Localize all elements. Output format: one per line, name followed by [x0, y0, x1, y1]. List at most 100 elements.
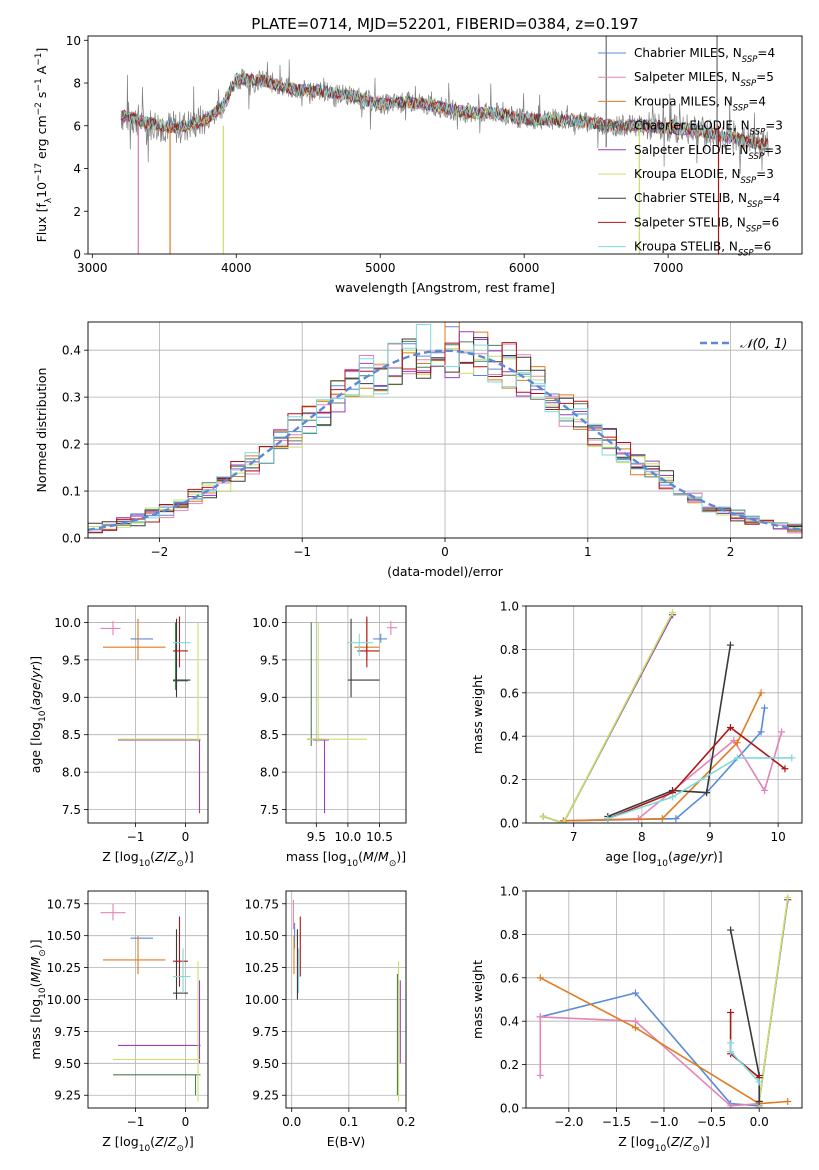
axes-frame	[87, 890, 209, 1109]
legend-label: Kroupa STELIB, NSSP=6	[634, 240, 771, 259]
y-tick-label: 0.2	[500, 1058, 519, 1072]
x-tick-label: 4000	[221, 261, 252, 275]
y-tick-label: 0.1	[62, 485, 81, 499]
weight-marker	[669, 793, 677, 801]
y-tick-label: 0.8	[500, 643, 519, 657]
weight-line	[729, 929, 760, 1102]
y-axis-label: mass [log10(M/M⊙)]	[28, 939, 48, 1059]
weight-line	[607, 757, 792, 820]
x-tick-label: 0.2	[396, 1115, 415, 1129]
y-tick-label: 10.00	[47, 993, 81, 1007]
weights-age-panel: 7 8 9 10 0.0 0.2 0.4 0.6 0.8 1.0 age [log10(age/yr…	[470, 600, 803, 869]
x-tick-label: −1	[127, 830, 145, 844]
x-axis-label: (data-model)/error	[387, 564, 504, 579]
x-tick-label: 8	[638, 830, 646, 844]
x-tick-label: 5000	[365, 261, 396, 275]
weight-line	[563, 692, 762, 822]
point-kroupa-miles	[103, 935, 166, 974]
y-tick-label: 4	[73, 162, 81, 176]
y-tick-label: 9.75	[54, 1025, 81, 1039]
x-tick-label: 0	[182, 830, 190, 844]
y-tick-label: 9.75	[252, 1025, 279, 1039]
legend-label: Salpeter MILES, NSSP=5	[634, 70, 774, 89]
point-kroupa-stelib	[173, 948, 191, 994]
weights-chabrier-miles	[536, 989, 763, 1108]
y-tick-label: 1.0	[500, 600, 519, 614]
mass-age-panel: 9.5 10.0 10.5 7.5 8.0 8.5 9.0 9.5 10.0 mass [log1…	[252, 605, 407, 869]
weight-line	[542, 614, 674, 823]
plot-area	[100, 616, 201, 814]
legend-label: Chabrier STELIB, NSSP=4	[634, 191, 780, 210]
weight-marker	[778, 728, 786, 736]
x-tick-label: 1	[584, 545, 592, 559]
weights-kroupa-stelib	[604, 754, 796, 823]
weight-marker	[788, 754, 796, 762]
weight-line	[729, 1042, 760, 1083]
point-salpeter-elodie	[313, 739, 329, 814]
point-salpeter-miles	[100, 620, 121, 636]
normal-reference-curve	[88, 349, 802, 531]
plot-area	[120, 36, 770, 254]
y-tick-label: 0.4	[500, 1015, 519, 1029]
weights-kroupa-elodie	[539, 609, 677, 823]
axes: −1 0 9.25 9.50 9.75 10.00 10.25 10.50 10.75 Z [lo…	[28, 890, 209, 1154]
y-tick-label: 0.0	[500, 817, 519, 831]
x-tick-label: −1	[293, 545, 311, 559]
figure-title: PLATE=0714, MJD=52201, FIBERID=0384, z=0…	[251, 15, 638, 33]
weights-kroupa-miles	[536, 974, 792, 1108]
x-tick-label: 3000	[77, 261, 108, 275]
histogram-kroupa-stelib	[88, 324, 802, 538]
weight-marker	[755, 1104, 763, 1108]
y-tick-label: 9.50	[252, 1057, 279, 1071]
point-chabrier-elodie	[173, 622, 188, 690]
point-kroupa-elodie	[306, 622, 367, 743]
weight-marker	[727, 1048, 735, 1056]
y-tick-label: 0.3	[62, 391, 81, 405]
x-tick-label: −1	[127, 1115, 145, 1129]
legend-label: Salpeter STELIB, NSSP=6	[634, 215, 779, 234]
y-axis-label: Normed distribution	[34, 368, 49, 493]
point-chabrier-miles	[373, 633, 388, 643]
y-tick-label: 9.5	[62, 653, 81, 667]
weight-line	[539, 977, 788, 1105]
y-axis-label: mass weight	[470, 960, 485, 1039]
y-tick-label: 0	[73, 248, 81, 262]
weight-marker	[672, 815, 680, 823]
legend-label: Salpeter ELODIE, NSSP=3	[634, 143, 782, 162]
axes: −2 −1 0 1 2 0.0 0.1 0.2 0.3 0.4 (data-model)/error…	[34, 321, 803, 579]
plot-area	[88, 322, 802, 538]
y-tick-label: 8.0	[62, 766, 81, 780]
axes: −1 0 7.5 8.0 8.5 9.0 9.5 10.0 Z [log10(Z/Z⊙)] age…	[28, 605, 209, 869]
y-tick-label: 9.50	[54, 1057, 81, 1071]
point-chabrier-elodie	[306, 622, 323, 746]
axes-frame	[285, 605, 407, 824]
spectrum-panel: 3000 4000 5000 6000 7000 0 2 4 6 8 10 wavelength [A…	[34, 34, 803, 295]
y-tick-label: 8.0	[260, 766, 279, 780]
y-tick-label: 6	[73, 119, 81, 133]
x-axis-label: E(B-V)	[327, 1134, 366, 1149]
y-tick-label: 2	[73, 205, 81, 219]
y-tick-label: 0.6	[500, 971, 519, 985]
x-axis-label: wavelength [Angstrom, rest frame]	[335, 280, 555, 295]
point-kroupa-stelib	[347, 633, 374, 657]
weight-marker	[727, 1009, 735, 1017]
legend-label: 𝒩(0, 1)	[740, 337, 787, 352]
weight-line	[542, 614, 674, 823]
axes-frame	[87, 321, 803, 539]
y-tick-label: 8.5	[62, 728, 81, 742]
y-tick-label: 8	[73, 77, 81, 91]
y-tick-label: 10.75	[245, 897, 279, 911]
weight-marker	[733, 739, 741, 747]
x-axis-label: mass [log10(M/M⊙)]	[286, 849, 406, 869]
axes-frame	[525, 605, 803, 824]
weight-marker	[726, 641, 734, 649]
y-tick-label: 10.50	[47, 929, 81, 943]
weight-marker	[755, 1078, 763, 1086]
spectrum-legend: Chabrier MILES, NSSP=4 Salpeter MILES, NS…	[598, 46, 783, 259]
y-tick-label: 9.0	[62, 691, 81, 705]
weight-line	[539, 1016, 760, 1107]
x-axis-label: Z [log10(Z/Z⊙)]	[102, 1134, 194, 1154]
x-tick-label: 2	[727, 545, 735, 559]
weight-line	[540, 992, 760, 1107]
plot-area	[536, 894, 792, 1108]
